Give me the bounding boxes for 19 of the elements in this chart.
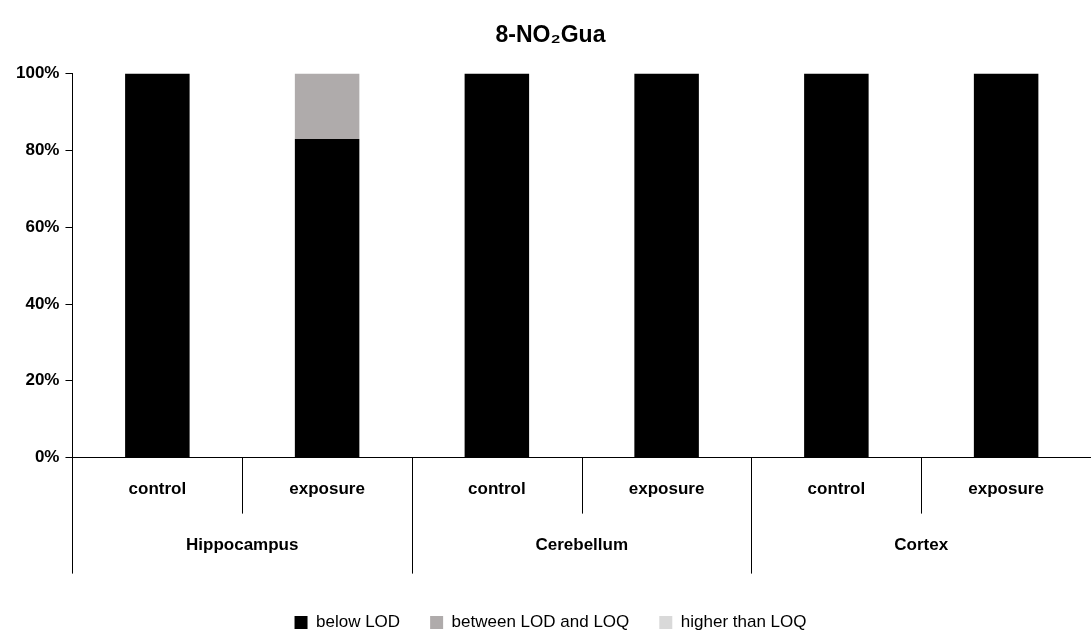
y-tick-label: 60% <box>25 216 60 236</box>
legend-label: higher than LOQ <box>680 612 807 632</box>
y-tick-label: 40% <box>25 293 60 313</box>
text: Cortex <box>894 535 949 555</box>
y-tick-label: 20% <box>25 370 60 390</box>
y-tick-label: 100% <box>16 63 60 83</box>
y-tick-label: 0% <box>34 447 60 467</box>
legend-label: between LOD and LOQ <box>451 612 630 632</box>
x-tick-label: exposure <box>968 479 1044 499</box>
chart-title: 8-NO₂Gua <box>495 21 606 48</box>
legend-label: below LOD <box>316 612 401 632</box>
x-tick-label: exposure <box>289 479 365 499</box>
x-tick-label: control <box>807 479 866 499</box>
y-tick-label: 80% <box>25 140 60 160</box>
x-tick-label: control <box>128 479 187 499</box>
text: Cerebellum <box>535 535 629 555</box>
x-tick-label: control <box>468 479 526 499</box>
x-tick-label: exposure <box>628 479 705 499</box>
text: Hippocampus <box>186 535 299 555</box>
